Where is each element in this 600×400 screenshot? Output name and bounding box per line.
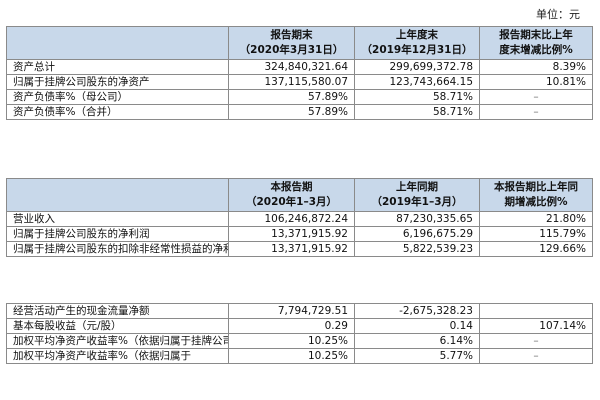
header-line: （2019年12月31日） <box>361 44 473 56</box>
value-cell: 0.29 <box>228 318 355 334</box>
value-cell: 21.80% <box>479 211 593 227</box>
cashflow-ratio-table: 经营活动产生的现金流量净额 7,794,729.51 -2,675,328.23 基本… <box>6 303 593 364</box>
header-cell <box>6 178 229 212</box>
header-line: 本报告期 <box>270 181 313 193</box>
value-cell: 0.14 <box>354 318 480 334</box>
table-header-row: 报告期末 （2020年3月31日） 上年度末 （2019年12月31日） 报告期末比… <box>6 26 593 60</box>
header-cell: 本报告期 （2020年1–3月） <box>228 178 355 212</box>
table-row: 归属于挂牌公司股东的净资产 137,115,580.07 123,743,664.1… <box>6 74 593 90</box>
value-cell: 129.66% <box>479 241 593 257</box>
row-label: 归属于挂牌公司股东的净利润 <box>6 226 229 242</box>
value-cell: 299,699,372.78 <box>354 59 480 75</box>
value-cell: – <box>479 89 593 105</box>
header-cell: 本报告期比上年同 期增减比例% <box>479 178 593 212</box>
value-cell: 8.39% <box>479 59 593 75</box>
header-line: 本报告期比上年同 <box>494 181 578 193</box>
value-cell: 58.71% <box>354 89 480 105</box>
header-line: 报告期末 <box>270 29 313 41</box>
value-cell: – <box>479 348 593 364</box>
value-cell: 107.14% <box>479 318 593 334</box>
income-table: 本报告期 （2020年1–3月） 上年同期 （2019年1–3月） 本报告期比上年同… <box>6 178 593 257</box>
table-header-row: 本报告期 （2020年1–3月） 上年同期 （2019年1–3月） 本报告期比上年同… <box>6 178 593 212</box>
value-cell: 57.89% <box>228 104 355 120</box>
header-line: 期增减比例% <box>504 196 568 208</box>
value-cell: 58.71% <box>354 104 480 120</box>
header-cell: 报告期末 （2020年3月31日） <box>228 26 355 60</box>
value-cell: 123,743,664.15 <box>354 74 480 90</box>
row-label: 资产负债率%（合并） <box>6 104 229 120</box>
value-cell: 10.25% <box>228 333 355 349</box>
row-label: 营业收入 <box>6 211 229 227</box>
header-line: 报告期末比上年 <box>499 29 573 41</box>
row-label: 加权平均净资产收益率%（依据归属于挂牌公司股东的净利润计算） <box>6 333 229 349</box>
table-row: 加权平均净资产收益率%（依据归属于挂牌公司股东的净利润计算）10.25%6.14… <box>6 333 593 349</box>
header-line: （2019年1–3月） <box>371 196 463 208</box>
table-row: 营业收入 106,246,872.24 87,230,335.65 21.80% <box>6 211 593 227</box>
value-cell: 57.89% <box>228 89 355 105</box>
row-label: 经营活动产生的现金流量净额 <box>6 303 229 319</box>
header-line: 度末增减比例% <box>499 44 573 56</box>
header-cell: 上年同期 （2019年1–3月） <box>354 178 480 212</box>
table-row: 归属于挂牌公司股东的扣除非经常性损益的净利润 13,371,915.92 5,822… <box>6 241 593 257</box>
header-line: 上年度末 <box>396 29 438 41</box>
value-cell: 13,371,915.92 <box>228 226 355 242</box>
row-label: 归属于挂牌公司股东的净资产 <box>6 74 229 90</box>
table-row: 经营活动产生的现金流量净额 7,794,729.51 -2,675,328.23 <box>6 303 593 319</box>
value-cell: 6,196,675.29 <box>354 226 480 242</box>
row-label: 基本每股收益（元/股） <box>6 318 229 334</box>
header-cell: 上年度末 （2019年12月31日） <box>354 26 480 60</box>
table-row: 基本每股收益（元/股） 0.29 0.14 107.14% <box>6 318 593 334</box>
row-label: 加权平均净资产收益率%（依据归属于 <box>6 348 229 364</box>
header-line: （2020年3月31日） <box>239 44 344 56</box>
value-cell: 324,840,321.64 <box>228 59 355 75</box>
table-row: 资产负债率%（母公司） 57.89% 58.71% – <box>6 89 593 105</box>
value-cell <box>479 303 593 319</box>
header-cell: 报告期末比上年 度末增减比例% <box>479 26 593 60</box>
value-cell: 13,371,915.92 <box>228 241 355 257</box>
row-label: 归属于挂牌公司股东的扣除非经常性损益的净利润 <box>6 241 229 257</box>
row-label: 资产总计 <box>6 59 229 75</box>
header-line: 上年同期 <box>396 181 438 193</box>
unit-label: 单位：元 <box>536 8 580 21</box>
row-label: 资产负债率%（母公司） <box>6 89 229 105</box>
value-cell: 7,794,729.51 <box>228 303 355 319</box>
value-cell: 10.81% <box>479 74 593 90</box>
value-cell: 6.14% <box>354 333 480 349</box>
value-cell: -2,675,328.23 <box>354 303 480 319</box>
value-cell: – <box>479 104 593 120</box>
header-cell <box>6 26 229 60</box>
value-cell: – <box>479 333 593 349</box>
value-cell: 137,115,580.07 <box>228 74 355 90</box>
value-cell: 10.25% <box>228 348 355 364</box>
table-row: 加权平均净资产收益率%（依据归属于 10.25% 5.77% – <box>6 348 593 364</box>
value-cell: 87,230,335.65 <box>354 211 480 227</box>
header-line: （2020年1–3月） <box>245 196 338 208</box>
table-row: 资产总计 324,840,321.64 299,699,372.78 8.39% <box>6 59 593 75</box>
value-cell: 5,822,539.23 <box>354 241 480 257</box>
table-row: 归属于挂牌公司股东的净利润 13,371,915.92 6,196,675.29 11… <box>6 226 593 242</box>
balance-sheet-table: 报告期末 （2020年3月31日） 上年度末 （2019年12月31日） 报告期末比… <box>6 26 593 120</box>
value-cell: 5.77% <box>354 348 480 364</box>
table-row: 资产负债率%（合并） 57.89% 58.71% – <box>6 104 593 120</box>
value-cell: 115.79% <box>479 226 593 242</box>
value-cell: 106,246,872.24 <box>228 211 355 227</box>
